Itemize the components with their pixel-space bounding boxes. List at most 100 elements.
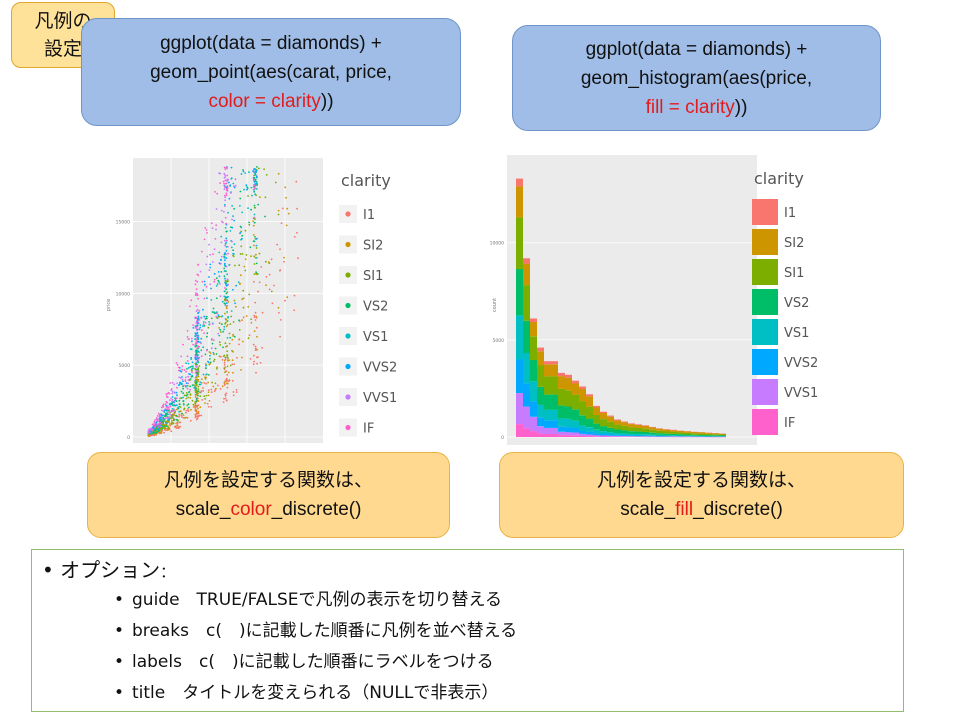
bar-segment	[607, 432, 614, 435]
data-point	[195, 310, 198, 312]
bar-segment	[565, 377, 572, 391]
data-point	[196, 280, 199, 283]
data-point	[240, 230, 243, 233]
data-point	[175, 362, 178, 364]
data-point	[204, 402, 206, 404]
data-point	[185, 397, 188, 400]
data-point	[194, 279, 197, 282]
legend-key	[752, 349, 778, 375]
bar-segment	[537, 365, 544, 387]
bar-segment	[614, 420, 621, 425]
data-point	[178, 399, 181, 402]
data-point	[211, 381, 213, 384]
data-point	[164, 429, 166, 432]
bar-segment	[530, 336, 537, 360]
data-point	[179, 421, 182, 424]
data-point	[167, 409, 169, 412]
data-point	[224, 216, 227, 219]
data-point	[238, 329, 241, 331]
data-point	[270, 258, 273, 261]
data-point	[176, 394, 178, 397]
data-point	[224, 270, 227, 273]
data-point	[206, 373, 208, 376]
data-point	[224, 179, 227, 182]
data-point	[216, 192, 219, 195]
data-point	[185, 376, 187, 379]
bar-segment	[628, 433, 635, 436]
data-point	[220, 258, 222, 261]
data-point	[223, 262, 226, 265]
function-suffix: _discrete()	[271, 499, 362, 520]
data-point	[198, 328, 201, 331]
data-point	[256, 348, 258, 351]
options-list: • guide TRUE/FALSEで凡例の表示を切り替える • breaks c(…	[114, 585, 517, 709]
data-point	[226, 273, 229, 276]
data-point	[186, 355, 189, 358]
data-point	[213, 311, 215, 314]
data-point	[224, 312, 226, 315]
data-point	[167, 425, 169, 427]
bar-segment	[656, 428, 663, 431]
bar-segment	[551, 376, 558, 395]
data-point	[165, 420, 168, 423]
data-point	[155, 431, 158, 434]
data-point	[205, 263, 208, 266]
data-point	[230, 315, 233, 318]
bar-segment	[565, 427, 572, 433]
legend-key-dot	[345, 302, 351, 309]
data-point	[197, 297, 199, 300]
data-point	[147, 434, 150, 436]
data-point	[214, 347, 217, 350]
data-point	[195, 316, 198, 319]
data-point	[196, 332, 199, 334]
code-box-scatter: ggplot(data = diamonds) + geom_point(aes…	[81, 18, 461, 126]
data-point	[189, 366, 192, 368]
data-point	[194, 368, 197, 371]
data-point	[210, 299, 213, 301]
options-panel: • オプション： • guide TRUE/FALSEで凡例の表示を切り替える •…	[31, 549, 904, 712]
data-point	[207, 389, 210, 391]
data-point	[197, 411, 200, 414]
data-point	[207, 405, 210, 408]
data-point	[284, 186, 287, 189]
data-point	[195, 410, 198, 413]
data-point	[161, 409, 163, 412]
data-point	[217, 271, 220, 273]
data-point	[182, 400, 185, 402]
data-point	[220, 255, 223, 258]
data-point	[195, 322, 198, 324]
bar-segment	[600, 413, 607, 420]
data-point	[210, 347, 213, 350]
data-point	[207, 361, 210, 364]
bar-segment	[628, 427, 635, 432]
data-point	[233, 253, 235, 255]
bar-segment	[572, 420, 579, 428]
data-point	[281, 207, 284, 210]
bar-segment	[607, 427, 614, 433]
data-point	[255, 326, 258, 329]
data-point	[253, 280, 255, 283]
y-axis-label: count	[492, 298, 498, 312]
data-point	[218, 262, 221, 264]
data-point	[224, 358, 227, 361]
bar-segment	[579, 401, 586, 416]
bar-segment	[579, 425, 586, 431]
bar-segment	[516, 393, 523, 425]
bar-segment	[705, 436, 712, 437]
data-point	[264, 215, 266, 218]
options-title-colon: ：	[160, 563, 176, 581]
data-point	[206, 297, 208, 299]
data-point	[232, 391, 235, 393]
bar-segment	[621, 436, 628, 437]
data-point	[178, 410, 180, 413]
data-point	[208, 358, 211, 360]
data-point	[197, 380, 199, 383]
data-point	[224, 199, 226, 202]
data-point	[218, 251, 221, 254]
data-point	[196, 338, 198, 340]
data-point	[227, 301, 230, 303]
data-point	[219, 331, 222, 333]
data-point	[195, 353, 197, 356]
data-point	[155, 427, 158, 430]
data-point	[224, 304, 227, 306]
